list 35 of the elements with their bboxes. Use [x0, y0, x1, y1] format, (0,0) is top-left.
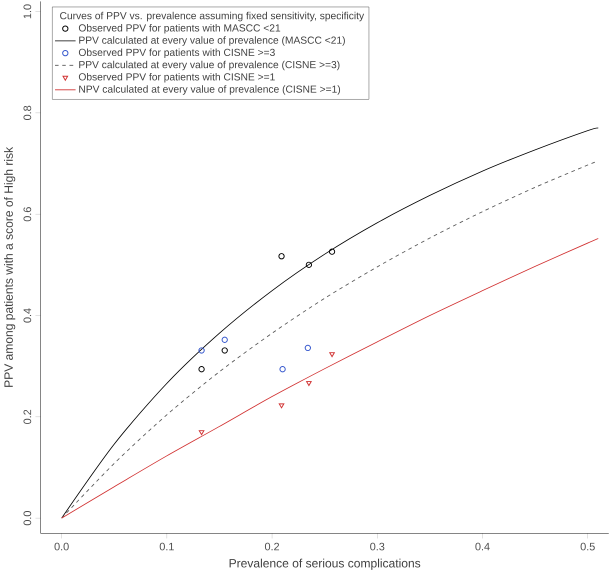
legend-label: PPV calculated at every value of prevalence (CISNE >=3) — [79, 60, 340, 70]
x-tick-label: 0.4 — [475, 542, 490, 550]
legend-label: Observed PPV for patients with MASCC <21 — [78, 24, 280, 34]
x-tick-label: 0.5 — [580, 542, 595, 550]
point — [329, 352, 335, 358]
x-tick-label: 0.0 — [54, 542, 69, 550]
point — [279, 366, 286, 372]
legend-label: NPV calculated at every value of prevalence (CISNE >=1) — [79, 85, 340, 95]
point — [306, 262, 312, 268]
y-tick-label: 0.0 — [24, 511, 32, 526]
y-tick-label: 0.6 — [24, 207, 32, 222]
point — [304, 344, 311, 352]
point — [198, 347, 205, 354]
y-tick-label: 0.4 — [24, 308, 32, 323]
x-axis-title: Prevalence of serious complications — [230, 558, 420, 570]
y-tick-label: 0.2 — [24, 410, 32, 424]
y-tick-label: 1.0 — [24, 4, 32, 18]
x-tick-label: 0.2 — [264, 542, 280, 550]
line-series — [61, 238, 599, 519]
y-tick-label: 0.8 — [24, 106, 32, 120]
legend-label: PPV calculated at every value of prevalence (MASCC <21) — [79, 36, 345, 46]
point — [278, 403, 284, 408]
legend-label: Observed PPV for patients with CISNE >=3 — [78, 48, 275, 58]
point — [198, 430, 204, 436]
x-tick-label: 0.1 — [160, 542, 174, 550]
legend-title: Curves of PPV vs. prevalence assuming fixed sensitivity, specificity — [60, 12, 364, 22]
y-axis-title: PPV among patients with a score of High risk — [4, 146, 16, 387]
point — [198, 366, 205, 372]
point — [306, 381, 312, 386]
legend-label: Observed PPV for patients with CISNE >=1 — [78, 73, 275, 83]
point — [222, 336, 228, 343]
x-tick-label: 0.3 — [370, 542, 384, 550]
point — [278, 253, 285, 260]
point — [222, 347, 228, 354]
point — [328, 248, 336, 255]
